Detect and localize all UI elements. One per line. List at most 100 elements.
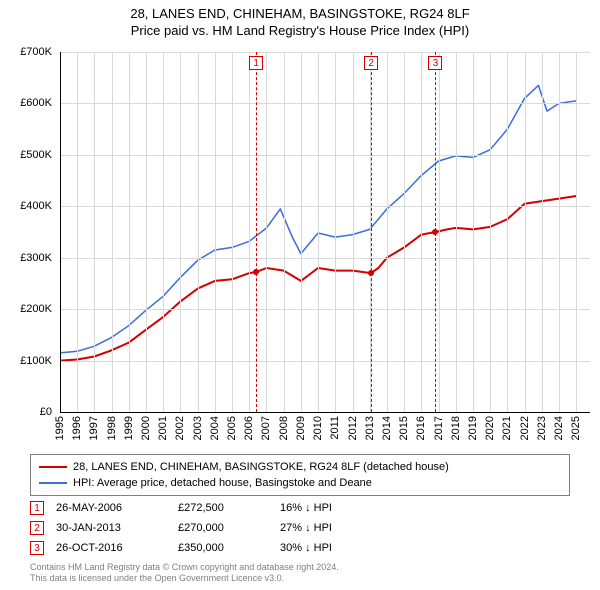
legend-swatch-property — [39, 466, 67, 468]
y-tick-label: £600K — [20, 97, 52, 109]
x-tick-label: 2000 — [140, 416, 152, 440]
event-row: 1 26-MAY-2006 £272,500 16% ↓ HPI — [30, 498, 570, 518]
gridline-v — [421, 52, 422, 412]
gridline-v — [387, 52, 388, 412]
gridline-v — [301, 52, 302, 412]
x-tick-label: 2008 — [278, 416, 290, 440]
event-date: 26-OCT-2016 — [56, 542, 166, 554]
gridline-v — [112, 52, 113, 412]
x-tick-label: 1997 — [88, 416, 100, 440]
x-tick-label: 2009 — [295, 416, 307, 440]
x-tick-label: 1998 — [106, 416, 118, 440]
gridline-v — [198, 52, 199, 412]
event-row-marker: 3 — [30, 541, 44, 555]
title-block: 28, LANES END, CHINEHAM, BASINGSTOKE, RG… — [0, 0, 600, 40]
x-tick-label: 2024 — [553, 416, 565, 440]
gridline-v — [404, 52, 405, 412]
x-tick-label: 2010 — [312, 416, 324, 440]
legend-swatch-hpi — [39, 482, 67, 484]
footer-line-1: Contains HM Land Registry data © Crown c… — [30, 562, 570, 573]
gridline-v — [215, 52, 216, 412]
event-row-marker: 2 — [30, 521, 44, 535]
gridline-v — [129, 52, 130, 412]
event-marker: 1 — [249, 56, 263, 70]
x-tick-label: 1995 — [54, 416, 66, 440]
y-tick-label: £400K — [20, 200, 52, 212]
gridline-v — [439, 52, 440, 412]
x-tick-label: 2016 — [415, 416, 427, 440]
gridline-v — [163, 52, 164, 412]
legend-label-hpi: HPI: Average price, detached house, Basi… — [73, 477, 372, 489]
gridline-v — [473, 52, 474, 412]
gridline-v — [335, 52, 336, 412]
gridline-h — [60, 258, 590, 259]
footer: Contains HM Land Registry data © Crown c… — [30, 562, 570, 584]
x-axis-labels: 1995199619971998199920002001200220032004… — [60, 414, 590, 454]
x-tick-label: 2022 — [519, 416, 531, 440]
gridline-v — [507, 52, 508, 412]
event-marker: 3 — [428, 56, 442, 70]
event-diff: 16% ↓ HPI — [280, 502, 400, 514]
plot-svg — [60, 52, 590, 412]
x-tick-label: 2021 — [501, 416, 513, 440]
gridline-h — [60, 309, 590, 310]
gridline-v — [146, 52, 147, 412]
event-marker: 2 — [364, 56, 378, 70]
y-tick-label: £300K — [20, 252, 52, 264]
gridline-v — [318, 52, 319, 412]
event-date: 26-MAY-2006 — [56, 502, 166, 514]
x-tick-label: 2020 — [484, 416, 496, 440]
x-tick-label: 2007 — [260, 416, 272, 440]
x-tick-label: 2006 — [243, 416, 255, 440]
event-price: £350,000 — [178, 542, 268, 554]
gridline-v — [77, 52, 78, 412]
x-tick-label: 2012 — [347, 416, 359, 440]
x-tick-label: 2001 — [157, 416, 169, 440]
gridline-v — [266, 52, 267, 412]
event-diff: 27% ↓ HPI — [280, 522, 400, 534]
plot-area: 1 2 3 — [60, 52, 590, 412]
event-row: 230-JAN-2013£270,00027% ↓ HPI — [30, 518, 570, 538]
x-tick-label: 2014 — [381, 416, 393, 440]
x-tick-label: 2013 — [364, 416, 376, 440]
x-tick-label: 2018 — [450, 416, 462, 440]
gridline-v — [542, 52, 543, 412]
gridline-h — [60, 361, 590, 362]
y-axis-line — [60, 52, 61, 412]
title-line-2: Price paid vs. HM Land Registry's House … — [0, 23, 600, 40]
x-tick-label: 2011 — [329, 416, 341, 440]
x-axis-line — [60, 412, 590, 413]
event-date: 30-JAN-2013 — [56, 522, 166, 534]
gridline-v — [456, 52, 457, 412]
event-line — [256, 52, 257, 412]
event-line — [371, 52, 372, 412]
legend-label-property: 28, LANES END, CHINEHAM, BASINGSTOKE, RG… — [73, 461, 449, 473]
x-tick-label: 2005 — [226, 416, 238, 440]
event-dot — [368, 270, 374, 276]
chart-container: 28, LANES END, CHINEHAM, BASINGSTOKE, RG… — [0, 0, 600, 590]
gridline-v — [249, 52, 250, 412]
x-tick-label: 2015 — [398, 416, 410, 440]
x-tick-label: 2004 — [209, 416, 221, 440]
x-tick-label: 1999 — [123, 416, 135, 440]
event-dot — [253, 269, 259, 275]
gridline-v — [180, 52, 181, 412]
gridline-v — [284, 52, 285, 412]
event-row: 3 26-OCT-2016 £350,000 30% ↓ HPI — [30, 538, 570, 558]
events-table: 1 26-MAY-2006 £272,500 16% ↓ HPI 2 30-JAN-201… — [30, 498, 570, 558]
event-price: £272,500 — [178, 502, 268, 514]
gridline-h — [60, 206, 590, 207]
x-tick-label: 2019 — [467, 416, 479, 440]
gridline-v — [576, 52, 577, 412]
y-tick-label: £700K — [20, 46, 52, 58]
gridline-v — [559, 52, 560, 412]
legend-row-hpi: HPI: Average price, detached house, Basi… — [39, 475, 561, 491]
event-diff: 30% ↓ HPI — [280, 542, 400, 554]
x-tick-label: 2023 — [536, 416, 548, 440]
gridline-v — [525, 52, 526, 412]
event-row-marker: 1 — [30, 501, 44, 515]
x-tick-label: 2002 — [174, 416, 186, 440]
gridline-h — [60, 103, 590, 104]
y-tick-label: £0 — [40, 406, 52, 418]
x-tick-label: 2025 — [570, 416, 582, 440]
